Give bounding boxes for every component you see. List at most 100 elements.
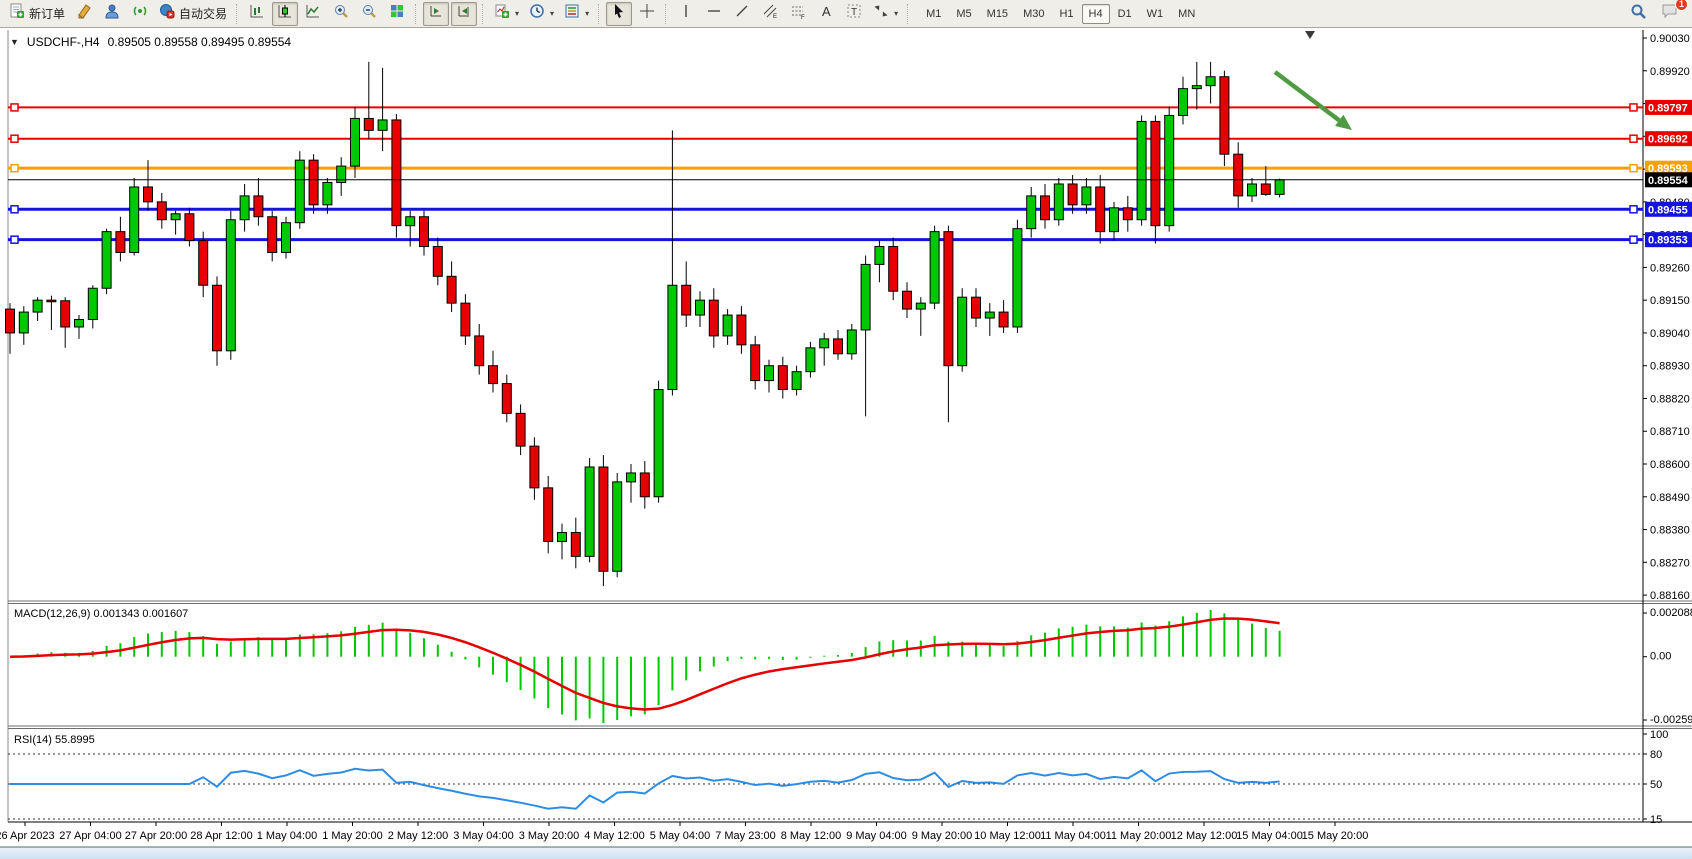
candle-body: [212, 284, 222, 352]
price-tick-label: 0.88160: [1650, 590, 1690, 602]
timeframe-h1-button[interactable]: H1: [1059, 7, 1074, 20]
timeframe-m1-button[interactable]: M1: [926, 7, 942, 20]
timeframe-m5-button[interactable]: M5: [956, 7, 972, 20]
time-tick-label: 1 May 20:00: [322, 830, 383, 842]
level-left-handle[interactable]: [10, 103, 19, 112]
algo-trading-button[interactable]: 自动交易: [155, 2, 231, 26]
cursor-button[interactable]: [606, 1, 633, 26]
chart-canvas[interactable]: 0.900300.899200.898100.897000.895900.894…: [0, 28, 1692, 859]
timeframe-d1-button[interactable]: D1: [1117, 7, 1132, 20]
down-arrow-annotation[interactable]: [1273, 70, 1341, 123]
candle-body: [570, 532, 581, 557]
crosshair-icon: [639, 3, 655, 24]
down-arrow-head-icon[interactable]: [1335, 114, 1352, 130]
notifications-button[interactable]: 1: [1657, 0, 1688, 26]
rsi-axis-label: 100: [1650, 729, 1668, 741]
timeframe-mn-button[interactable]: MN: [1178, 7, 1196, 20]
level-right-handle[interactable]: [1629, 134, 1638, 143]
level-left-handle[interactable]: [10, 205, 19, 214]
level-right-handle[interactable]: [1629, 103, 1638, 112]
zoom-in-button[interactable]: [328, 2, 354, 26]
candle-body: [846, 329, 857, 355]
zoom-out-button[interactable]: [356, 2, 382, 26]
candle-body: [722, 314, 733, 337]
crosshair-button[interactable]: [634, 2, 660, 26]
search-icon: [1630, 3, 1647, 25]
timeframe-h4-button[interactable]: H4: [1081, 3, 1110, 24]
signals-button[interactable]: [127, 2, 153, 26]
periods-button[interactable]: ▾: [525, 2, 558, 26]
auto-scroll-button[interactable]: [423, 1, 450, 26]
candlestick-icon: [277, 3, 293, 24]
text-label-button[interactable]: T: [841, 2, 867, 26]
level-right-handle[interactable]: [1629, 163, 1638, 173]
level-left-handle[interactable]: [10, 134, 19, 143]
candle-body: [1205, 76, 1216, 87]
candle-body: [1219, 76, 1230, 155]
community-button[interactable]: [99, 2, 125, 26]
tile-windows-button[interactable]: [384, 2, 410, 26]
timeframe-w1-button[interactable]: W1: [1146, 7, 1164, 20]
status-strip: [0, 847, 1692, 859]
candle-body: [501, 383, 512, 414]
candle-body: [695, 299, 705, 316]
templates-button[interactable]: ▾: [560, 2, 593, 26]
add-indicator-button[interactable]: ▾: [490, 2, 523, 26]
algo-trading-label: 自动交易: [179, 7, 228, 21]
search-button[interactable]: [1625, 2, 1651, 26]
candle-body: [639, 472, 650, 498]
time-tick-label: 1 May 04:00: [257, 830, 318, 842]
new-order-button[interactable]: 新订单: [5, 2, 69, 26]
trendline-button[interactable]: [729, 2, 755, 26]
equidistant-channel-icon: E: [762, 3, 778, 24]
text-icon: A: [818, 3, 834, 24]
level-right-handle[interactable]: [1629, 235, 1638, 244]
metaeditor-button[interactable]: [71, 2, 97, 26]
chart-shift-button[interactable]: [451, 1, 478, 26]
candle-body: [405, 216, 416, 227]
time-tick-label: 3 May 04:00: [453, 830, 514, 842]
fibonacci-button[interactable]: F: [785, 2, 811, 26]
candlestick-chart-button[interactable]: [272, 1, 299, 26]
price-tick-label: 0.88490: [1650, 492, 1690, 504]
time-tick-label: 7 May 23:00: [715, 830, 776, 842]
level-right-handle[interactable]: [1629, 205, 1638, 214]
equidistant-channel-button[interactable]: E: [757, 2, 783, 26]
text-button[interactable]: A: [813, 2, 839, 26]
candle-body: [1081, 186, 1092, 206]
time-tick-label: 28 Apr 12:00: [190, 830, 252, 842]
candle-body: [1260, 183, 1271, 195]
candle-body: [1191, 85, 1202, 90]
candle-body: [225, 219, 236, 352]
candle-body: [5, 308, 15, 334]
timeframe-m15-button[interactable]: M15: [986, 7, 1009, 20]
svg-text:A: A: [822, 4, 831, 19]
level-left-handle[interactable]: [10, 235, 19, 244]
chart-svg: 0.900300.899200.898100.897000.895900.894…: [0, 30, 1692, 847]
level-left-handle[interactable]: [10, 163, 19, 173]
time-tick-label: 11 May 04:00: [1040, 830, 1106, 842]
time-tick-label: 27 Apr 20:00: [125, 830, 187, 842]
rsi-name: RSI(14): [14, 734, 52, 746]
candle-body: [294, 159, 305, 224]
chart-shift-marker-icon[interactable]: [1305, 31, 1315, 39]
candle-body: [777, 365, 788, 391]
new-order-icon: [9, 3, 25, 24]
candle-body: [584, 466, 595, 557]
template-icon: [564, 3, 580, 24]
chart-shift-icon: [456, 3, 472, 24]
timeframe-m30-button[interactable]: M30: [1023, 7, 1045, 20]
line-chart-button[interactable]: [300, 2, 326, 26]
candle-body: [46, 299, 57, 303]
text-label-icon: T: [846, 3, 862, 24]
bar-chart-button[interactable]: [244, 2, 270, 26]
candle-body: [984, 311, 995, 319]
arrows-button[interactable]: ▾: [869, 2, 902, 26]
candle-body: [419, 216, 429, 248]
chart-collapse-icon[interactable]: ▼: [10, 37, 19, 47]
vertical-line-button[interactable]: [673, 2, 699, 26]
candle-body: [32, 299, 43, 313]
horizontal-line-button[interactable]: [701, 2, 727, 26]
dropdown-caret-icon: ▾: [550, 9, 555, 18]
